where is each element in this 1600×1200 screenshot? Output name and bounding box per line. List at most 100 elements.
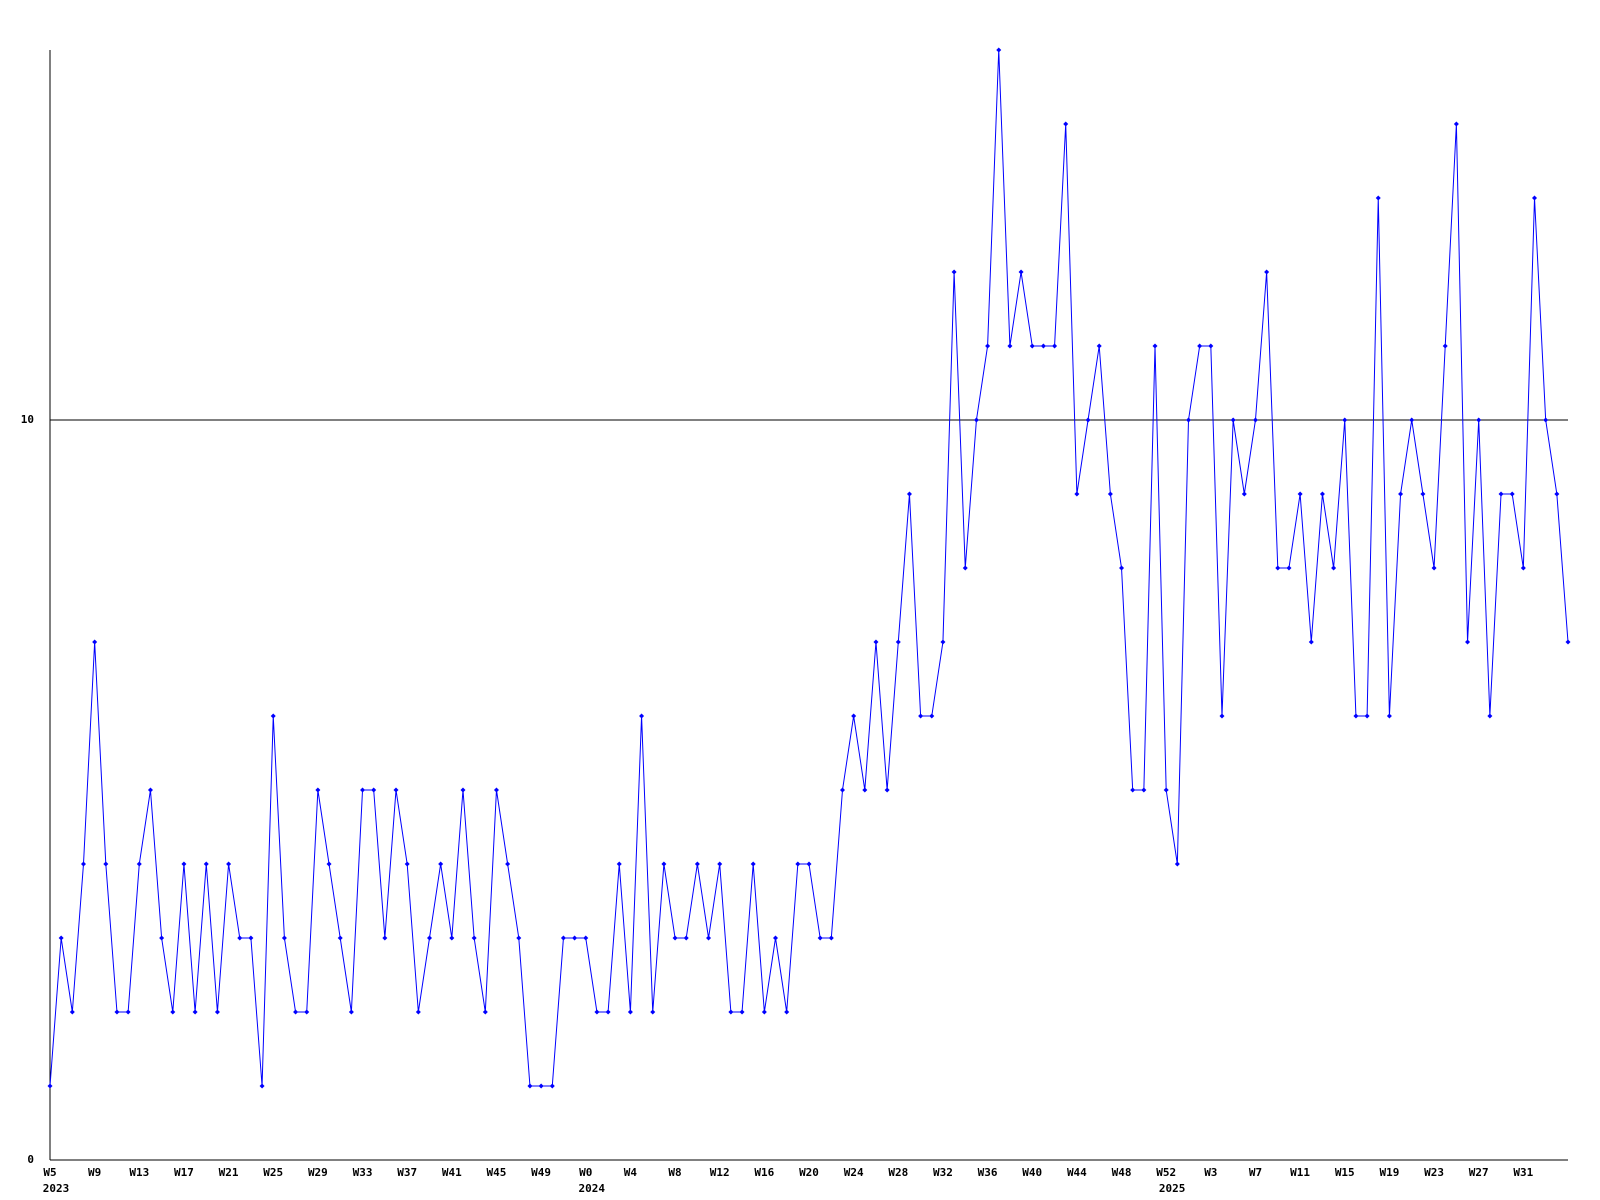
point (170, 1009, 176, 1015)
point (1264, 269, 1270, 275)
point (159, 935, 165, 941)
y-tick-label: 0 (27, 1153, 34, 1166)
point (1543, 417, 1549, 423)
point (58, 935, 64, 941)
point (1554, 491, 1560, 497)
point (1331, 565, 1337, 571)
point (661, 861, 667, 867)
point (393, 787, 399, 793)
point (92, 639, 98, 645)
point (873, 639, 879, 645)
point (728, 1009, 734, 1015)
x-tick-label: W8 (668, 1166, 681, 1179)
point (996, 47, 1002, 53)
x-tick-label: W28 (888, 1166, 908, 1179)
point (1018, 269, 1024, 275)
point (1219, 713, 1225, 719)
point (605, 1009, 611, 1015)
x-tick-label: W13 (129, 1166, 149, 1179)
point (1398, 491, 1404, 497)
point (371, 787, 377, 793)
point (1275, 565, 1281, 571)
x-tick-label: W23 (1424, 1166, 1444, 1179)
point (1319, 491, 1325, 497)
point (404, 861, 410, 867)
point (918, 713, 924, 719)
point (438, 861, 444, 867)
point (706, 935, 712, 941)
point (1565, 639, 1571, 645)
point (683, 935, 689, 941)
point (962, 565, 968, 571)
point (1476, 417, 1482, 423)
point (382, 935, 388, 941)
x-tick-label: W37 (397, 1166, 417, 1179)
point (538, 1083, 544, 1089)
point (1252, 417, 1258, 423)
point (348, 1009, 354, 1015)
x-tick-label: W21 (219, 1166, 239, 1179)
point (516, 935, 522, 941)
point (616, 861, 622, 867)
point (203, 861, 209, 867)
point (583, 935, 589, 941)
point (572, 935, 578, 941)
point (1107, 491, 1113, 497)
x-tick-label: W3 (1204, 1166, 1217, 1179)
point (1364, 713, 1370, 719)
x-tick-label: W41 (442, 1166, 462, 1179)
point (929, 713, 935, 719)
point (761, 1009, 767, 1015)
point (672, 935, 678, 941)
point (895, 639, 901, 645)
point (828, 935, 834, 941)
point (471, 935, 477, 941)
point (717, 861, 723, 867)
year-label: 2025 (1159, 1182, 1186, 1195)
point (1386, 713, 1392, 719)
x-tick-label: W0 (579, 1166, 592, 1179)
point (192, 1009, 198, 1015)
point (1453, 121, 1459, 127)
x-tick-label: W4 (624, 1166, 638, 1179)
x-tick-label: W49 (531, 1166, 551, 1179)
point (1532, 195, 1538, 201)
point (304, 1009, 310, 1015)
line (49, 49, 1569, 1087)
year-label: 2023 (43, 1182, 70, 1195)
point (125, 1009, 131, 1015)
point (1163, 787, 1169, 793)
point (181, 861, 187, 867)
point (482, 1009, 488, 1015)
point (270, 713, 276, 719)
x-tick-label: W32 (933, 1166, 953, 1179)
point (1141, 787, 1147, 793)
point (851, 713, 857, 719)
point (103, 861, 109, 867)
point (1197, 343, 1203, 349)
point (1152, 343, 1158, 349)
x-tick-label: W33 (353, 1166, 373, 1179)
x-tick-label: W36 (978, 1166, 998, 1179)
x-tick-label: W45 (487, 1166, 507, 1179)
point (493, 787, 499, 793)
point (1241, 491, 1247, 497)
point (1498, 491, 1504, 497)
x-tick-label: W24 (844, 1166, 864, 1179)
point (1096, 343, 1102, 349)
point (560, 935, 566, 941)
point (650, 1009, 656, 1015)
point (114, 1009, 120, 1015)
x-tick-label: W5 (43, 1166, 56, 1179)
point (136, 861, 142, 867)
point (80, 861, 86, 867)
x-tick-label: W44 (1067, 1166, 1087, 1179)
x-tick-label: W40 (1022, 1166, 1042, 1179)
point (1074, 491, 1080, 497)
point (985, 343, 991, 349)
point (884, 787, 890, 793)
x-tick-label: W9 (88, 1166, 101, 1179)
point (806, 861, 812, 867)
